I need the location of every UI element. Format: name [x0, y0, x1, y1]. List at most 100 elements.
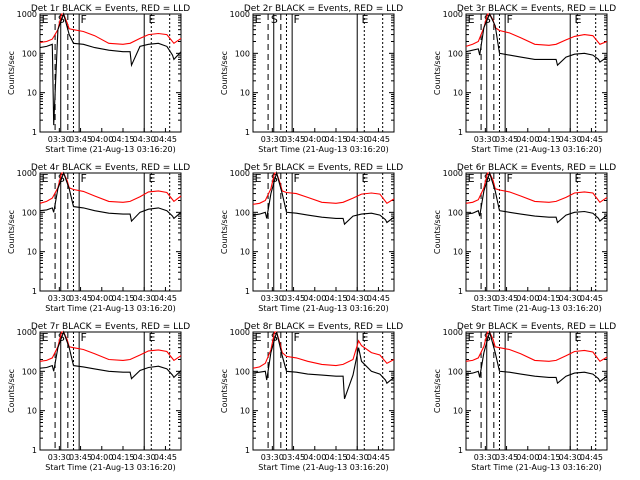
x-tick-label: 04:45: [154, 135, 177, 144]
y-tick-label: 1: [458, 446, 463, 455]
region-label: E: [468, 331, 475, 344]
region-label: E: [361, 172, 368, 185]
region-label: E: [255, 331, 262, 344]
panel-title: Det 9r BLACK = Events, RED = LLD: [457, 322, 616, 332]
x-tick-label: 04:15: [111, 294, 134, 303]
y-tick-label: 10: [453, 407, 463, 416]
y-axis-label: Counts/sec: [433, 210, 442, 254]
plot-frame: [39, 13, 182, 133]
x-axis-label: Start Time (21-Aug-13 03:16:20): [45, 145, 176, 154]
region-label: F: [507, 172, 513, 185]
region-label: E: [574, 331, 581, 344]
x-tick-label: 03:30: [48, 294, 71, 303]
x-tick-label: 04:00: [90, 135, 113, 144]
x-tick-label: 03:30: [261, 135, 284, 144]
detector-panel-6: Det 6r BLACK = Events, RED = LLD 1 10 100 10…: [433, 163, 616, 313]
y-tick-label: 1000: [230, 328, 250, 337]
region-label: E: [361, 13, 368, 26]
x-tick-label: 04:30: [133, 294, 156, 303]
x-tick-label: 04:00: [516, 294, 539, 303]
y-tick-label: 1: [32, 287, 37, 296]
x-tick-label: 04:00: [90, 294, 113, 303]
detector-panel-8: Det 8r BLACK = Events, RED = LLD 1 10 100 10…: [220, 322, 403, 472]
x-tick-label: 04:30: [346, 453, 369, 462]
x-tick-label: 04:45: [154, 453, 177, 462]
region-label: F: [294, 13, 300, 26]
y-tick-label: 1: [245, 128, 250, 137]
y-tick-label: 1000: [17, 10, 37, 19]
event-rate-line: [465, 12, 608, 67]
plot-frame: [465, 331, 608, 451]
region-label: E: [42, 13, 49, 26]
x-tick-label: 04:45: [367, 294, 390, 303]
y-tick-label: 1: [458, 287, 463, 296]
x-tick-label: 04:00: [303, 294, 326, 303]
region-label: E: [361, 331, 368, 344]
x-tick-label: 03:30: [261, 294, 284, 303]
region-label: S: [271, 13, 278, 26]
detector-panel-7: Det 7r BLACK = Events, RED = LLD 1 10 100 10…: [7, 322, 190, 472]
event-rate-line: [39, 330, 182, 380]
x-tick-label: 04:45: [580, 294, 603, 303]
x-tick-label: 03:45: [495, 294, 518, 303]
region-label: E: [148, 331, 155, 344]
x-tick-label: 04:00: [516, 453, 539, 462]
plot-frame: [39, 331, 182, 451]
plot-frame: [465, 172, 608, 292]
region-label: F: [81, 172, 87, 185]
lld-rate-line: [252, 331, 395, 369]
region-label: S: [484, 331, 491, 344]
y-axis-label: Counts/sec: [220, 369, 229, 413]
y-tick-label: 100: [235, 367, 250, 376]
y-tick-label: 1: [32, 128, 37, 137]
x-axis-label: Start Time (21-Aug-13 03:16:20): [471, 145, 602, 154]
region-label: F: [507, 331, 513, 344]
region-label: F: [294, 172, 300, 185]
x-tick-label: 04:45: [367, 135, 390, 144]
x-tick-label: 04:00: [303, 135, 326, 144]
y-axis-label: Counts/sec: [433, 51, 442, 95]
x-tick-label: 04:45: [580, 453, 603, 462]
region-label: E: [42, 172, 49, 185]
x-tick-label: 04:30: [346, 294, 369, 303]
region-label: E: [42, 331, 49, 344]
y-tick-label: 1: [458, 128, 463, 137]
y-tick-label: 1000: [17, 328, 37, 337]
lld-rate-line: [39, 172, 182, 204]
panel-title: Det 8r BLACK = Events, RED = LLD: [244, 322, 403, 332]
x-tick-label: 04:15: [111, 135, 134, 144]
x-axis-label: Start Time (21-Aug-13 03:16:20): [258, 304, 389, 313]
detector-panel-3: Det 3r BLACK = Events, RED = LLD 1 10 100 10…: [433, 4, 616, 154]
x-tick-label: 04:15: [324, 135, 347, 144]
y-tick-label: 1000: [443, 169, 463, 178]
lld-rate-line: [465, 331, 608, 363]
x-axis-label: Start Time (21-Aug-13 03:16:20): [258, 145, 389, 154]
x-tick-label: 03:45: [495, 453, 518, 462]
y-tick-label: 10: [453, 89, 463, 98]
x-tick-label: 03:45: [282, 135, 305, 144]
x-tick-label: 03:30: [474, 135, 497, 144]
event-rate-line: [252, 331, 395, 399]
y-tick-label: 1000: [443, 10, 463, 19]
y-tick-label: 10: [240, 89, 250, 98]
x-axis-label: Start Time (21-Aug-13 03:16:20): [45, 463, 176, 472]
region-label: F: [81, 13, 87, 26]
x-tick-label: 03:45: [282, 453, 305, 462]
x-tick-label: 03:30: [474, 453, 497, 462]
y-axis-label: Counts/sec: [7, 51, 16, 95]
x-axis-label: Start Time (21-Aug-13 03:16:20): [471, 463, 602, 472]
y-tick-label: 1: [32, 446, 37, 455]
plot-frame: [252, 331, 395, 451]
y-tick-label: 10: [240, 407, 250, 416]
region-label: S: [271, 172, 278, 185]
region-label: E: [148, 13, 155, 26]
y-tick-label: 100: [235, 208, 250, 217]
event-rate-line: [252, 170, 395, 226]
region-label: S: [271, 331, 278, 344]
x-tick-label: 03:30: [474, 294, 497, 303]
lld-rate-line: [252, 172, 395, 205]
x-tick-label: 03:30: [261, 453, 284, 462]
x-tick-label: 03:45: [495, 135, 518, 144]
x-tick-label: 03:45: [69, 294, 92, 303]
